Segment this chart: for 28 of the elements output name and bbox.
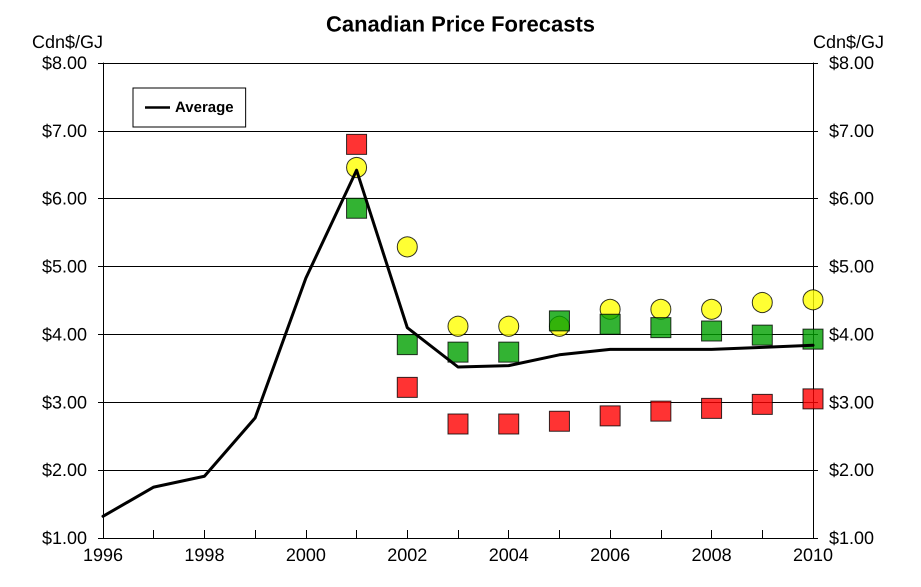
y2-tick-label: $3.00 [829, 392, 874, 412]
y-tick-label: $1.00 [42, 528, 87, 548]
x-tick-label: 2004 [488, 545, 529, 565]
y-tick-label: $3.00 [42, 392, 87, 412]
y-tick-label: $8.00 [42, 53, 87, 73]
y2-tick-label: $1.00 [829, 528, 874, 548]
x-tick-label: 1998 [184, 545, 224, 565]
y2-tick-label: $5.00 [829, 256, 874, 277]
y-tick-label: $7.00 [42, 120, 87, 141]
x-tick-label: 2008 [692, 545, 732, 565]
x-tick-label: 2000 [286, 545, 326, 565]
x-tick-label: 2002 [387, 545, 428, 565]
y-axis-title: Cdn$/GJ [32, 32, 103, 52]
x-tick-label: 2006 [590, 545, 630, 565]
y-tick-label: $6.00 [42, 188, 87, 209]
y2-tick-label: $2.00 [829, 460, 874, 480]
chart-title: Canadian Price Forecasts [326, 12, 596, 36]
x-tick-label: 1996 [82, 545, 124, 565]
y-tick-label: $2.00 [42, 460, 87, 480]
y2-tick-label: $4.00 [829, 324, 874, 344]
legend-label: Average [175, 99, 234, 116]
x-tick-label: 2010 [792, 545, 834, 565]
y2-tick-label: $6.00 [829, 188, 874, 209]
y2-tick-label: $7.00 [829, 120, 874, 141]
y-tick-label: $5.00 [42, 256, 87, 277]
y-tick-label: $4.00 [42, 324, 87, 344]
y2-axis-title: Cdn$/GJ [813, 32, 884, 52]
y2-tick-label: $8.00 [829, 53, 874, 73]
